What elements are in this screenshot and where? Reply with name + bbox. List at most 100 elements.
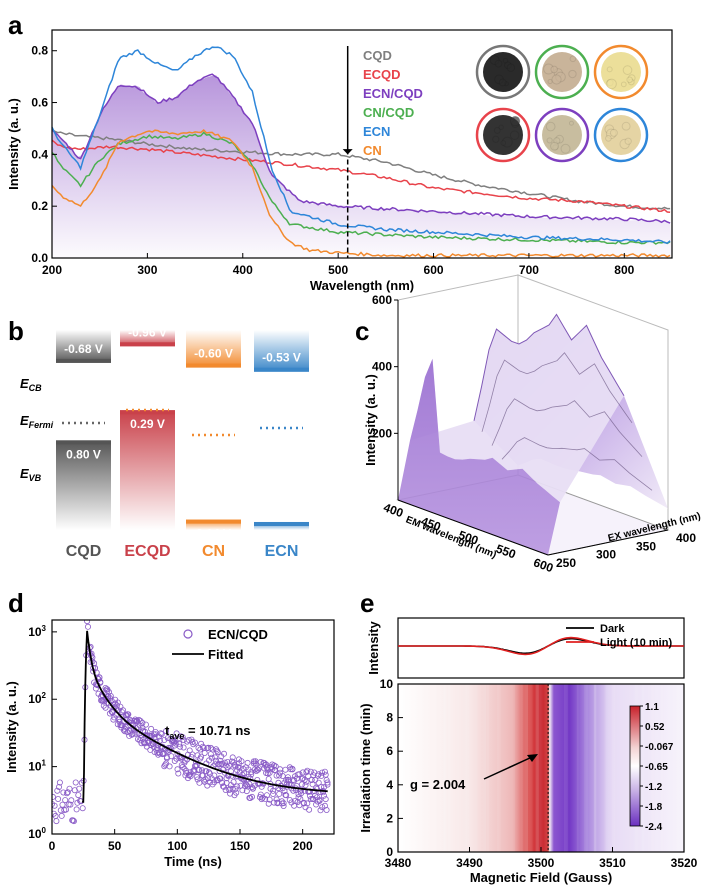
decay-point <box>182 757 189 764</box>
x-tick-label: 300 <box>137 263 157 277</box>
x-tick-label: 3500 <box>528 856 555 870</box>
heatmap-streak <box>604 684 608 852</box>
decay-point <box>243 788 250 795</box>
powder-grain <box>498 78 507 87</box>
powder-grain <box>550 65 558 74</box>
ex-tick-label: 350 <box>636 539 656 553</box>
decay-point <box>284 774 291 781</box>
fluorescence-surface-front <box>398 358 560 555</box>
decay-point <box>192 763 199 770</box>
decay-point <box>252 760 259 767</box>
y-tick-label: 6 <box>386 744 393 758</box>
y-tick-label: 102 <box>28 691 46 706</box>
cb-value-cn: -0.60 V <box>194 347 233 361</box>
decay-point <box>148 725 155 732</box>
material-label-cn: CN <box>202 543 225 560</box>
decay-point <box>158 731 165 738</box>
conduction-band-cn <box>186 330 241 368</box>
fitted-curve <box>82 630 328 803</box>
x-axis-label: Time (ns) <box>164 854 222 869</box>
decay-point <box>63 790 70 797</box>
heatmap-streak <box>651 684 653 852</box>
decay-point <box>300 800 307 807</box>
z-tick-label: 400 <box>372 360 392 374</box>
label-sub: CB <box>29 383 42 393</box>
ecb-label: ECB <box>20 376 42 393</box>
decay-point <box>219 760 226 767</box>
decay-point <box>318 783 325 790</box>
decay-point <box>53 818 60 825</box>
ann-main: t <box>165 723 170 738</box>
decay-point <box>230 779 237 786</box>
y-tick-label: 101 <box>28 759 46 774</box>
heatmap-streak <box>526 684 529 852</box>
heatmap-streak <box>535 684 539 852</box>
x-tick-label: 200 <box>42 263 62 277</box>
legend-label-light: Light (10 min) <box>600 637 672 649</box>
decay-point <box>68 797 75 804</box>
powder-grain <box>621 121 631 131</box>
x-tick-label: 600 <box>424 263 444 277</box>
heatmap-streak <box>443 684 446 852</box>
powder-grain <box>609 128 618 137</box>
tick-base: 10 <box>28 760 42 774</box>
decay-point <box>291 798 298 805</box>
decay-point <box>138 740 145 747</box>
panel-label-d: d <box>8 588 24 618</box>
decay-point <box>296 771 303 778</box>
decay-point <box>92 685 99 692</box>
decay-point <box>309 781 316 788</box>
z-tick-label: 200 <box>372 426 392 440</box>
decay-point <box>273 772 280 779</box>
vb-value-cqd: 0.80 V <box>66 447 101 461</box>
material-label-ecqd: ECQD <box>124 543 170 560</box>
x-axis-label: Magnetic Field (Gauss) <box>470 870 612 885</box>
panel-label-c: c <box>355 316 369 346</box>
decay-point <box>238 758 245 765</box>
decay-point <box>270 791 277 798</box>
decay-point <box>256 780 263 787</box>
decay-point <box>186 747 193 754</box>
decay-point <box>185 737 192 744</box>
decay-point <box>209 746 216 753</box>
y-tick-label: 0 <box>386 845 393 859</box>
colorbar <box>629 705 641 827</box>
decay-point <box>142 721 149 728</box>
tick-exp: 0 <box>42 826 47 835</box>
powder-grain <box>493 126 501 134</box>
x-tick-label: 100 <box>167 839 187 853</box>
decay-point <box>233 789 240 796</box>
decay-point <box>191 739 198 746</box>
em-tick-label: 400 <box>382 500 406 520</box>
valence-band-ecqd <box>120 410 175 530</box>
powder-grain <box>605 135 612 142</box>
ex-axis <box>547 529 669 556</box>
x-tick-label: 3490 <box>456 856 483 870</box>
decay-point <box>276 790 283 797</box>
heatmap-streak <box>521 684 523 852</box>
decay-point <box>177 743 184 750</box>
decay-point <box>276 772 283 779</box>
decay-point <box>220 750 227 757</box>
y-tick-label: 0.4 <box>31 147 48 161</box>
legend-entry-cn: CN <box>363 143 382 158</box>
valence-band-cn <box>186 519 241 530</box>
contour-line <box>491 398 643 457</box>
heatmap-streak <box>668 684 670 852</box>
decay-point <box>58 812 65 819</box>
x-tick-label: 0 <box>49 839 56 853</box>
heatmap-streak <box>465 684 468 852</box>
colorbar-label: 1.1 <box>645 702 659 713</box>
tick-base: 10 <box>28 625 42 639</box>
decay-point <box>202 776 209 783</box>
decay-point <box>194 776 201 783</box>
heatmap-streak <box>613 684 615 852</box>
y-tick-label: 8 <box>386 711 393 725</box>
panel-label-e: e <box>360 588 374 618</box>
vb-value-ecn: 2.18 V <box>264 529 299 543</box>
label-main: E <box>20 466 29 481</box>
decay-point <box>298 781 305 788</box>
decay-point <box>314 772 321 779</box>
decay-point <box>196 766 203 773</box>
tick-exp: 2 <box>42 691 47 700</box>
